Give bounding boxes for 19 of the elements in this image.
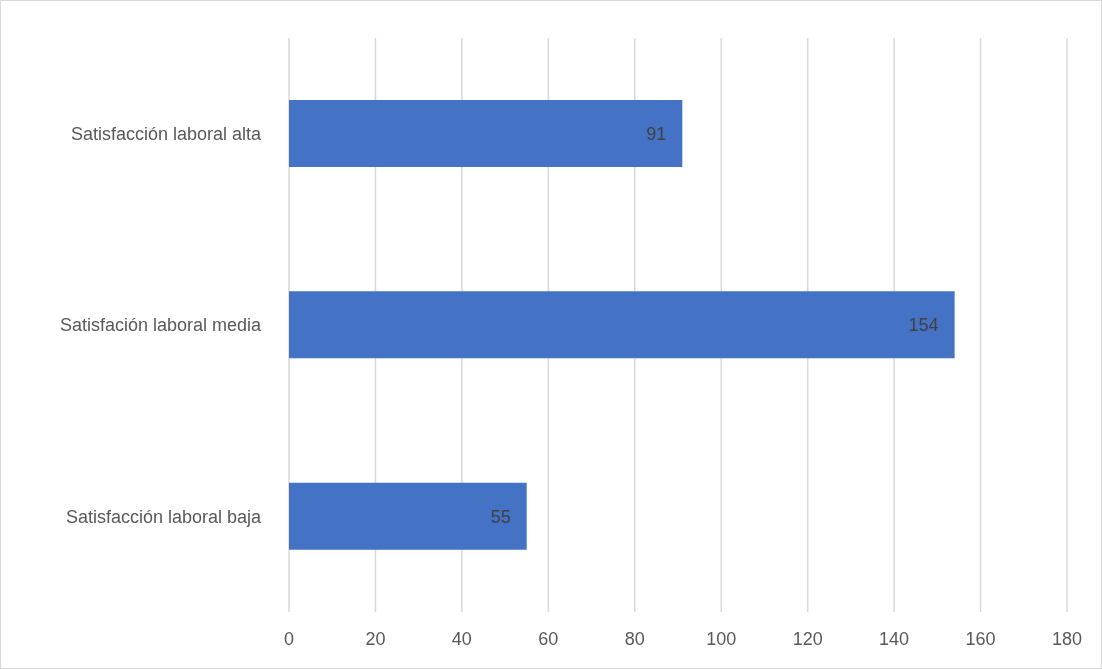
x-tick-label: 160 xyxy=(965,628,996,649)
x-tick-label: 140 xyxy=(879,628,910,649)
bar xyxy=(289,482,527,550)
x-tick-label: 80 xyxy=(624,628,645,649)
x-tick-label: 180 xyxy=(1051,628,1083,649)
x-tick-label: 120 xyxy=(792,628,823,649)
bar xyxy=(289,100,683,167)
data-label: 154 xyxy=(908,315,939,336)
data-label: 55 xyxy=(490,506,511,527)
x-tick-label: 0 xyxy=(283,628,295,649)
x-tick-label: 40 xyxy=(451,628,472,649)
x-tick-label: 100 xyxy=(706,628,737,649)
bar xyxy=(289,291,955,359)
y-tick-label: Satisfacción laboral baja xyxy=(65,506,262,527)
data-label: 91 xyxy=(646,123,667,144)
y-tick-label: Satisfación laboral media xyxy=(59,315,262,336)
x-tick-label: 60 xyxy=(538,628,559,649)
x-tick-label: 20 xyxy=(365,628,386,649)
y-tick-label: Satisfacción laboral alta xyxy=(70,124,262,145)
